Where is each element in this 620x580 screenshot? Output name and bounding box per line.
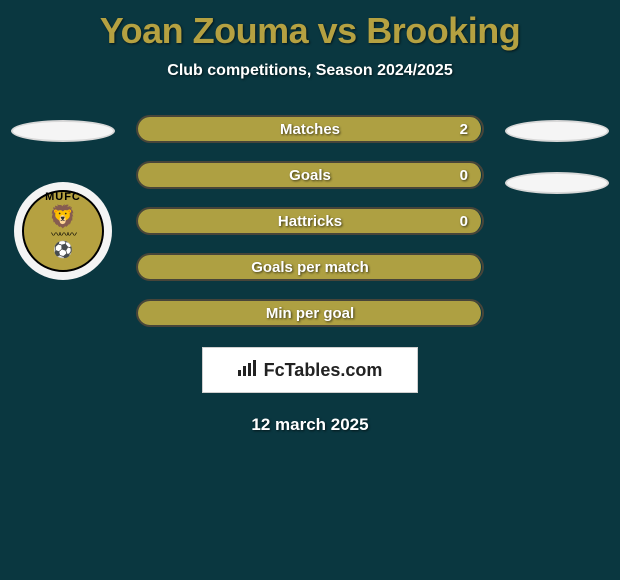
- stat-label: Goals per match: [138, 255, 482, 279]
- club-badge-ball-icon: ⚽: [53, 240, 73, 260]
- stat-bar-goals: Goals 0: [136, 161, 484, 189]
- left-column: MUFC 🦁 〰〰〰 ⚽: [8, 115, 118, 280]
- brand-text: FcTables.com: [264, 360, 383, 381]
- club-badge-lion-icon: 🦁: [49, 206, 76, 228]
- stat-value: 0: [460, 163, 468, 187]
- club-badge-waves-icon: 〰〰〰: [51, 226, 75, 241]
- club-badge-inner: MUFC 🦁 〰〰〰 ⚽: [22, 190, 104, 272]
- player-ellipse-left: [11, 120, 115, 142]
- club-badge-arc-text: MUFC: [22, 191, 104, 203]
- brand-chart-icon: [238, 360, 258, 381]
- stat-bar-goals-per-match: Goals per match: [136, 253, 484, 281]
- main-row: MUFC 🦁 〰〰〰 ⚽ Matches 2 Goals 0 Hattricks: [0, 115, 620, 327]
- club-badge: MUFC 🦁 〰〰〰 ⚽: [14, 182, 112, 280]
- stat-label: Min per goal: [138, 301, 482, 325]
- subtitle: Club competitions, Season 2024/2025: [0, 62, 620, 80]
- date-text: 12 march 2025: [0, 415, 620, 435]
- infographic-container: Yoan Zouma vs Brooking Club competitions…: [0, 0, 620, 580]
- stat-label: Goals: [138, 163, 482, 187]
- stat-bars-column: Matches 2 Goals 0 Hattricks 0 Goals per …: [118, 115, 502, 327]
- page-title: Yoan Zouma vs Brooking: [0, 0, 620, 52]
- stat-value: 2: [460, 117, 468, 141]
- right-column: [502, 115, 612, 194]
- player-ellipse-right-1: [505, 120, 609, 142]
- stat-label: Matches: [138, 117, 482, 141]
- stat-value: 0: [460, 209, 468, 233]
- stat-label: Hattricks: [138, 209, 482, 233]
- stat-bar-hattricks: Hattricks 0: [136, 207, 484, 235]
- stat-bar-min-per-goal: Min per goal: [136, 299, 484, 327]
- brand-box: FcTables.com: [202, 347, 418, 393]
- stat-bar-matches: Matches 2: [136, 115, 484, 143]
- player-ellipse-right-2: [505, 172, 609, 194]
